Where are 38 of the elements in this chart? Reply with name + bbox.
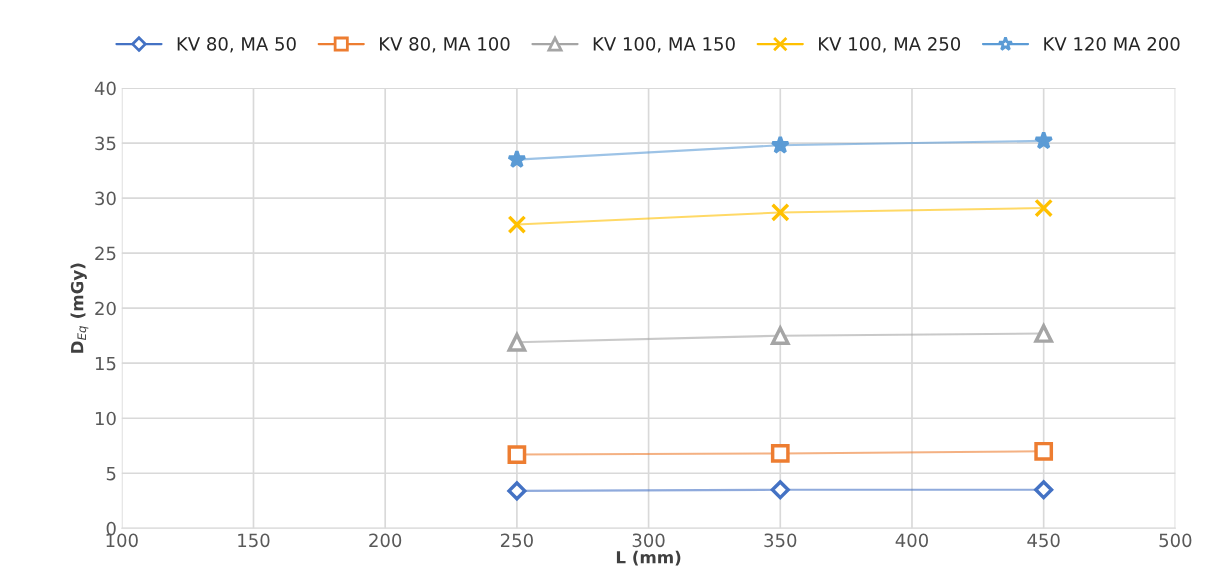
legend-label: KV 100, MA 150 [593,37,735,53]
y-tick-label: 35 [95,136,116,151]
point [770,444,790,463]
y-axis-title: D$_{Eq}$ (mGy) [70,263,89,353]
x-tick-label: 500 [1159,533,1192,548]
legend-label: KV 80, MA 50 [177,37,296,53]
x-tick-label: 350 [764,533,797,548]
legend-label: KV 80, MA 100 [380,37,510,53]
point [1034,480,1054,500]
legend-label: KV 100, MA 250 [819,37,961,53]
y-tick-label: 25 [95,246,116,261]
point [507,481,527,501]
x-axis-title: L (mm) [616,550,681,566]
x-tick-label: 450 [1027,533,1060,548]
point [507,215,527,234]
y-tick-label: 30 [95,191,116,206]
x-tick-label: 400 [895,533,929,548]
x-tick-label: 300 [632,533,665,548]
point [507,332,527,352]
point [770,203,790,222]
point [1034,198,1054,218]
y-tick-label: 20 [95,301,116,316]
point [507,149,527,169]
y-tick-label: 10 [95,411,116,426]
x-tick-label: 250 [500,533,533,548]
point [1034,130,1054,150]
point [1034,324,1054,343]
point [507,445,527,464]
x-tick-label: 200 [369,533,402,548]
x-tick-label: 150 [238,533,270,548]
point [1034,441,1054,461]
legend-label: KV 120 MA 200 [1044,37,1180,51]
point [770,480,790,500]
point [770,326,790,346]
y-tick-label: 40 [94,81,116,96]
point [770,135,790,154]
y-tick-label: 5 [106,466,116,481]
y-tick-label: 15 [95,356,116,371]
